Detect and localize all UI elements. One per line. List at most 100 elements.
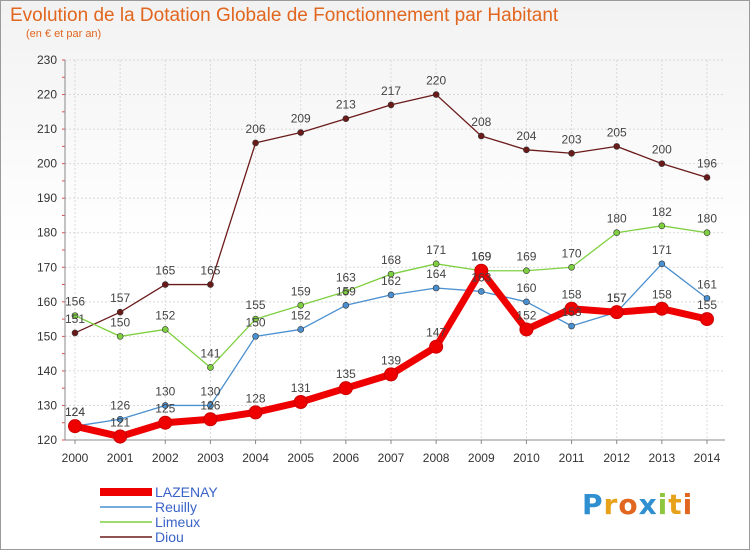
- x-tick-label: 2000: [62, 451, 89, 465]
- data-point-limeux: [71, 312, 79, 319]
- x-tick-label: 2013: [649, 451, 676, 465]
- data-label-lazenay: 121: [110, 416, 130, 430]
- data-label-reuilly: 159: [336, 284, 356, 298]
- data-label-limeux: 168: [381, 253, 401, 267]
- x-tick-label: 2012: [603, 451, 630, 465]
- data-label-lazenay: 169: [471, 250, 491, 264]
- data-label-diou: 204: [516, 129, 536, 143]
- x-tick-label: 2008: [423, 451, 450, 465]
- series-lines: [68, 91, 714, 444]
- data-point-reuilly: [568, 322, 575, 330]
- data-point-diou: [523, 146, 530, 154]
- y-tick-label: 170: [37, 260, 57, 274]
- x-tick-label: 2003: [197, 451, 224, 465]
- data-label-reuilly: 130: [200, 384, 220, 398]
- data-label-reuilly: 124: [65, 405, 85, 419]
- data-label-reuilly: 150: [246, 315, 266, 329]
- data-label-reuilly: 161: [697, 277, 717, 291]
- data-point-reuilly: [432, 284, 440, 292]
- data-point-reuilly: [658, 260, 666, 268]
- data-point-limeux: [658, 222, 666, 230]
- data-label-diou: 196: [697, 156, 717, 170]
- proxiti-logo: Proxiti: [582, 488, 694, 521]
- data-point-diou: [613, 143, 621, 150]
- data-label-diou: 206: [246, 122, 266, 136]
- data-point-limeux: [568, 263, 575, 271]
- data-label-lazenay: 139: [381, 353, 401, 367]
- y-tick-label: 210: [37, 122, 57, 136]
- data-point-diou: [161, 281, 169, 288]
- y-tick-label: 200: [37, 157, 57, 171]
- data-point-diou: [703, 174, 711, 181]
- data-label-limeux: 169: [471, 250, 491, 264]
- data-label-diou: 151: [65, 312, 85, 326]
- data-label-limeux: 182: [652, 205, 672, 219]
- data-label-reuilly: 162: [381, 274, 401, 288]
- data-label-lazenay: 147: [426, 326, 446, 340]
- data-label-limeux: 169: [516, 250, 536, 264]
- data-point-reuilly: [116, 415, 124, 423]
- data-point-limeux: [387, 270, 395, 278]
- data-label-diou: 165: [155, 264, 175, 278]
- y-tick-label: 150: [37, 329, 57, 343]
- x-tick-label: 2004: [242, 451, 269, 465]
- data-label-limeux: 141: [200, 346, 220, 360]
- data-point-limeux: [116, 333, 124, 340]
- data-label-diou: 200: [652, 143, 672, 157]
- data-point-lazenay: [429, 339, 444, 354]
- data-label-lazenay: 155: [697, 298, 717, 312]
- data-point-lazenay: [654, 301, 669, 316]
- x-tick-label: 2010: [513, 451, 540, 465]
- data-point-diou: [297, 129, 305, 136]
- data-point-diou: [387, 101, 395, 109]
- y-tick-label: 180: [37, 226, 57, 240]
- data-point-limeux: [432, 260, 440, 268]
- data-label-reuilly: 126: [110, 398, 130, 412]
- data-label-lazenay: 158: [562, 288, 582, 302]
- data-label-reuilly: 152: [291, 308, 311, 322]
- data-label-limeux: 152: [155, 308, 175, 322]
- data-point-lazenay: [113, 429, 128, 444]
- data-label-reuilly: 153: [562, 305, 582, 319]
- data-point-reuilly: [297, 326, 305, 333]
- data-label-limeux: 155: [246, 298, 266, 312]
- data-point-lazenay: [609, 305, 624, 320]
- data-point-reuilly: [523, 298, 530, 306]
- data-point-limeux: [342, 288, 350, 295]
- y-tick-label: 120: [37, 433, 57, 447]
- data-label-limeux: 180: [607, 212, 627, 226]
- data-label-lazenay: 125: [155, 402, 175, 416]
- chart-title: Evolution de la Dotation Globale de Fonc…: [10, 5, 559, 26]
- axes: 120 130 140 150 160 170 180 190 200 210 220 230 2000…: [37, 53, 725, 465]
- data-point-lazenay: [68, 419, 82, 434]
- data-point-lazenay: [519, 322, 534, 337]
- data-label-reuilly: 171: [652, 243, 672, 257]
- data-point-limeux: [297, 301, 305, 309]
- y-tick-label: 190: [37, 191, 57, 205]
- data-point-reuilly: [387, 291, 395, 299]
- data-point-diou: [252, 139, 259, 147]
- data-point-diou: [568, 149, 575, 157]
- data-label-reuilly: 130: [155, 384, 175, 398]
- data-point-lazenay: [293, 395, 308, 409]
- data-label-lazenay: 158: [652, 288, 672, 302]
- data-label-limeux: 150: [110, 315, 130, 329]
- data-label-diou: 209: [291, 112, 311, 126]
- data-label-limeux: 163: [336, 270, 356, 284]
- y-tick-label: 230: [37, 53, 57, 67]
- x-tick-label: 2014: [694, 451, 721, 465]
- x-tick-label: 2006: [333, 451, 360, 465]
- grid-lines: [65, 59, 725, 441]
- data-label-limeux: 180: [697, 212, 717, 226]
- legend-label-diou: Diou: [155, 529, 184, 545]
- data-point-lazenay: [203, 412, 218, 427]
- data-label-lazenay: 126: [200, 398, 220, 412]
- data-point-diou: [207, 281, 214, 288]
- data-label-reuilly: 163: [471, 270, 491, 284]
- data-point-diou: [432, 91, 440, 98]
- chart-subtitle: (en € et par an): [26, 28, 102, 40]
- y-tick-label: 140: [37, 364, 57, 378]
- x-tick-label: 2009: [468, 451, 495, 465]
